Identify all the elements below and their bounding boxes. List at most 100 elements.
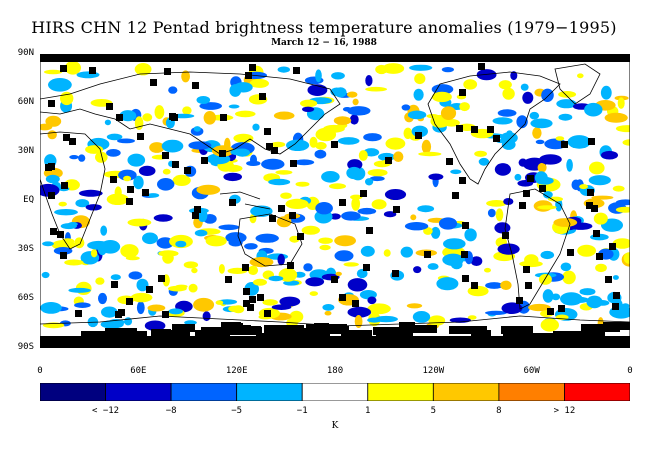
anomaly-patch	[44, 69, 63, 75]
anomaly-patch	[315, 69, 322, 83]
missing-data-cell	[257, 294, 264, 301]
anomaly-patch	[591, 195, 614, 200]
missing-data-cell	[459, 177, 466, 184]
missing-data-cell	[162, 152, 169, 159]
anomaly-patch	[363, 133, 382, 142]
anomaly-patch	[356, 268, 368, 279]
anomaly-patch	[615, 125, 630, 133]
missing-data-cell	[158, 330, 190, 338]
anomaly-patch	[589, 161, 605, 175]
missing-data-cell	[289, 212, 296, 219]
anomaly-patch	[547, 196, 563, 202]
missing-data-cell	[142, 189, 149, 196]
missing-data-cell	[363, 264, 370, 271]
anomaly-patch	[367, 169, 388, 177]
anomaly-patch	[537, 162, 547, 173]
anomaly-patch	[385, 137, 406, 150]
missing-data-cell	[331, 276, 338, 283]
missing-data-cell	[461, 251, 468, 258]
missing-data-cell	[164, 68, 171, 75]
missing-data-cell	[502, 232, 509, 239]
anomaly-patch	[502, 87, 515, 100]
anomaly-patch	[215, 300, 224, 305]
anomaly-patch	[228, 104, 240, 109]
missing-data-cell	[290, 160, 297, 167]
anomaly-patch	[106, 149, 121, 157]
anomaly-patch	[528, 303, 551, 312]
anomaly-patch	[593, 212, 608, 225]
anomaly-patch	[196, 96, 211, 104]
missing-data-cell	[399, 322, 415, 330]
anomaly-patch	[522, 91, 534, 104]
anomaly-patch	[294, 159, 315, 166]
colorbar-swatch	[105, 383, 172, 401]
missing-data-cell	[60, 252, 67, 259]
missing-data-cell	[69, 138, 76, 145]
missing-data-cell	[393, 206, 400, 213]
anomaly-patch	[413, 88, 424, 101]
anomaly-patch	[157, 178, 175, 191]
missing-data-cell	[487, 126, 494, 133]
map-subtitle: March 12 − 16, 1988	[271, 38, 377, 48]
anomaly-patch	[543, 191, 553, 199]
anomaly-patch	[191, 267, 198, 274]
missing-data-cell	[613, 292, 620, 299]
missing-data-cell	[162, 311, 169, 318]
anomaly-patch	[612, 275, 619, 280]
missing-data-cell	[493, 135, 500, 142]
anomaly-patch	[503, 198, 514, 205]
colorbar-swatch	[170, 383, 238, 401]
anomaly-patch	[218, 224, 240, 231]
anomaly-patch	[520, 83, 529, 91]
missing-data-cell	[45, 164, 52, 171]
anomaly-patch	[487, 208, 496, 218]
anomaly-patch	[601, 150, 618, 160]
anomaly-patch	[615, 206, 630, 213]
anomaly-patch	[40, 123, 53, 131]
missing-data-cell	[225, 276, 232, 283]
lat-label: 30S	[17, 244, 34, 254]
anomaly-patch	[302, 106, 315, 112]
anomaly-patch	[442, 253, 464, 266]
anomaly-patch	[615, 199, 630, 206]
anomaly-patch	[271, 141, 286, 148]
missing-data-cell	[605, 276, 612, 283]
anomaly-patch	[233, 133, 254, 143]
anomaly-patch	[621, 303, 630, 309]
anomaly-patch	[130, 292, 153, 303]
anomaly-patch	[244, 243, 258, 250]
anomaly-patch	[347, 159, 363, 171]
map-title: HIRS CHN 12 Pentad brightness temperatur…	[31, 18, 617, 37]
anomaly-patch	[365, 75, 373, 87]
anomaly-patch	[367, 303, 391, 315]
anomaly-patch	[586, 295, 603, 309]
anomaly-patch	[321, 171, 340, 183]
anomaly-patch	[285, 198, 309, 209]
anomaly-patch	[228, 238, 243, 247]
missing-data-cell	[61, 182, 68, 189]
missing-data-cell	[596, 253, 603, 260]
colorbar-swatch	[367, 383, 434, 401]
colorbar-swatch	[40, 383, 106, 401]
colorbar-tick-label: −5	[231, 406, 243, 416]
anomaly-patch	[556, 99, 577, 109]
anomaly-patch	[334, 87, 347, 98]
anomaly-patch	[117, 138, 135, 144]
anomaly-patch	[250, 154, 257, 166]
missing-data-cell	[553, 331, 585, 339]
missing-data-cell	[471, 126, 478, 133]
anomaly-patch	[142, 113, 153, 122]
anomaly-patch	[249, 257, 274, 268]
anomaly-patch	[315, 142, 327, 150]
anomaly-patch	[538, 274, 552, 285]
anomaly-patch	[303, 263, 313, 272]
anomaly-patch	[464, 228, 477, 242]
anomaly-patch	[300, 99, 318, 108]
anomaly-patch	[343, 262, 359, 267]
anomaly-patch	[194, 229, 208, 237]
missing-data-cell	[89, 67, 96, 74]
anomaly-patch	[334, 235, 356, 247]
anomaly-patch	[184, 320, 197, 325]
anomaly-patch	[369, 176, 385, 182]
anomaly-patch	[347, 306, 372, 318]
